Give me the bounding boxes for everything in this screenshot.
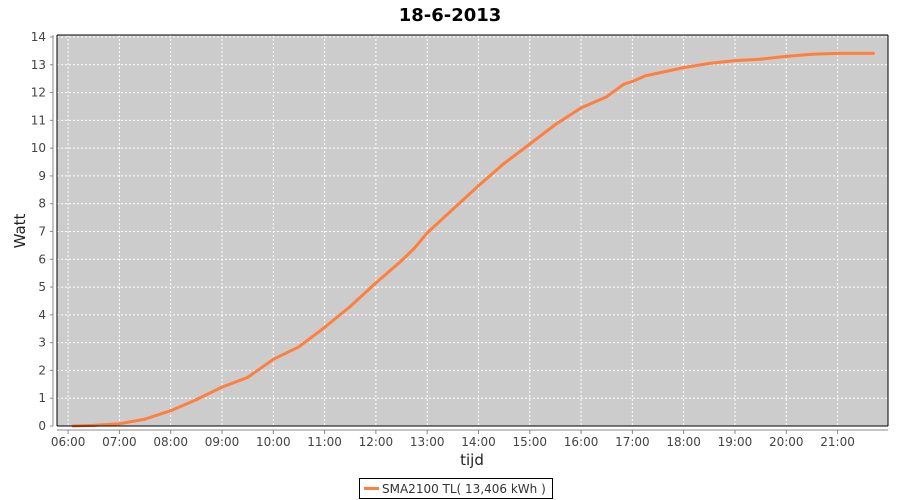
y-tick-label: 6 (38, 252, 46, 266)
data-point (220, 385, 224, 389)
y-tick-label: 9 (38, 169, 46, 183)
x-tick-label: 18:00 (666, 435, 701, 449)
x-tick-label: 17:00 (615, 435, 650, 449)
data-point (784, 54, 788, 58)
y-tick-label: 5 (38, 280, 46, 294)
data-point (323, 325, 327, 329)
data-point (194, 398, 198, 402)
y-tick-label: 3 (38, 336, 46, 350)
data-point (143, 417, 147, 421)
x-tick-label: 08:00 (153, 435, 188, 449)
y-tick-label: 12 (31, 86, 46, 100)
data-point (733, 59, 737, 63)
x-tick-label: 13:00 (410, 435, 445, 449)
y-tick-label: 7 (38, 225, 46, 239)
x-tick-label: 19:00 (718, 435, 753, 449)
data-point (246, 375, 250, 379)
y-tick-label: 14 (31, 30, 46, 44)
y-tick-label: 0 (38, 419, 46, 433)
x-axis-label: tijd (460, 451, 484, 469)
x-tick-label: 15:00 (512, 435, 547, 449)
x-tick-label: 09:00 (205, 435, 240, 449)
x-tick-label: 20:00 (769, 435, 804, 449)
data-point (836, 51, 840, 55)
data-point (759, 57, 763, 61)
y-tick-label: 13 (31, 58, 46, 72)
legend: SMA2100 TL( 13,406 kWh ) (359, 478, 553, 499)
data-point (682, 66, 686, 70)
legend-swatch (364, 487, 379, 490)
data-point (297, 345, 301, 349)
data-point (622, 82, 626, 86)
data-point (605, 95, 609, 99)
data-point (502, 161, 506, 165)
legend-label: SMA2100 TL( 13,406 kWh ) (382, 481, 546, 496)
y-tick-label: 2 (38, 363, 46, 377)
y-tick-label: 4 (38, 308, 46, 322)
data-point (400, 259, 404, 263)
data-point (643, 74, 647, 78)
x-ticks: 06:00 07:00 08:00 09:00 10:00 11:00 12:00 13:00… (51, 430, 855, 449)
x-tick-label: 10:00 (256, 435, 291, 449)
data-point (476, 184, 480, 188)
x-tick-label: 16:00 (564, 435, 599, 449)
data-point (412, 246, 416, 250)
data-point (271, 357, 275, 361)
y-tick-label: 10 (31, 141, 46, 155)
y-tick-label: 1 (38, 391, 46, 405)
data-point (451, 207, 455, 211)
data-point (169, 409, 173, 413)
data-point (117, 422, 121, 426)
series-group (71, 51, 875, 428)
x-tick-label: 12:00 (359, 435, 394, 449)
chart-title: 18-6-2013 (399, 5, 502, 26)
data-point (630, 79, 634, 83)
data-point (656, 71, 660, 75)
x-tick-label: 14:00 (461, 435, 496, 449)
data-point (348, 305, 352, 309)
plot-area (57, 35, 888, 426)
y-tick-label: 11 (31, 113, 46, 127)
data-point (425, 231, 429, 235)
x-tick-label: 21:00 (820, 435, 855, 449)
data-point (553, 123, 557, 127)
data-point (528, 142, 532, 146)
grid (57, 35, 888, 427)
data-point (810, 52, 814, 56)
data-point (871, 51, 875, 55)
data-point (579, 106, 583, 110)
y-tick-label: 8 (38, 197, 46, 211)
data-point (374, 281, 378, 285)
x-tick-label: 07:00 (102, 435, 137, 449)
y-axis-label: Watt (11, 213, 29, 248)
data-point (707, 61, 711, 65)
x-tick-label: 06:00 (51, 435, 86, 449)
x-tick-label: 11:00 (307, 435, 342, 449)
